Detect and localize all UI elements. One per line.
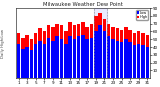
Bar — [90, 38, 93, 78]
Bar — [43, 31, 46, 78]
Bar — [51, 27, 55, 78]
Legend: Low, High: Low, High — [136, 10, 148, 20]
Bar — [103, 31, 106, 78]
Bar — [73, 39, 76, 78]
Text: Daily High/Low: Daily High/Low — [1, 29, 5, 58]
Bar — [25, 35, 29, 78]
Bar — [98, 13, 102, 78]
Bar — [38, 41, 42, 78]
Bar — [43, 44, 46, 78]
Bar — [47, 25, 50, 78]
Bar — [124, 39, 128, 78]
Bar — [141, 46, 145, 78]
Bar — [51, 41, 55, 78]
Bar — [34, 44, 37, 78]
Bar — [146, 47, 149, 78]
Bar — [85, 39, 89, 78]
Bar — [85, 27, 89, 78]
Bar — [133, 46, 136, 78]
Bar — [128, 30, 132, 78]
Bar — [81, 35, 85, 78]
Bar — [68, 36, 72, 78]
Bar — [120, 30, 123, 78]
Bar — [141, 33, 145, 78]
Bar — [94, 16, 98, 78]
Bar — [103, 19, 106, 78]
Bar — [111, 39, 115, 78]
Bar — [107, 36, 110, 78]
Bar — [68, 22, 72, 78]
Bar — [47, 38, 50, 78]
Bar — [107, 24, 110, 78]
Bar — [56, 36, 59, 78]
Bar — [137, 44, 140, 78]
Bar — [146, 35, 149, 78]
Bar — [38, 28, 42, 78]
Bar — [120, 42, 123, 78]
Bar — [17, 33, 20, 78]
Bar — [73, 25, 76, 78]
Bar — [128, 42, 132, 78]
Bar — [98, 25, 102, 78]
Bar — [30, 50, 33, 78]
Bar — [60, 25, 63, 78]
Bar — [116, 28, 119, 78]
Bar — [137, 31, 140, 78]
Bar — [25, 47, 29, 78]
Title: Milwaukee Weather Dew Point: Milwaukee Weather Dew Point — [43, 2, 123, 7]
Bar — [30, 39, 33, 78]
Bar — [77, 36, 80, 78]
Bar — [116, 41, 119, 78]
Bar — [60, 39, 63, 78]
Bar — [111, 27, 115, 78]
Bar — [17, 44, 20, 78]
Bar — [81, 22, 85, 78]
Bar — [64, 31, 68, 78]
Bar — [21, 38, 25, 78]
Bar — [94, 31, 98, 78]
Bar — [90, 24, 93, 78]
Bar — [77, 24, 80, 78]
Bar — [64, 44, 68, 78]
Bar — [34, 33, 37, 78]
Bar — [94, 8, 107, 78]
Bar — [21, 49, 25, 78]
Bar — [133, 33, 136, 78]
Bar — [56, 24, 59, 78]
Bar — [124, 27, 128, 78]
